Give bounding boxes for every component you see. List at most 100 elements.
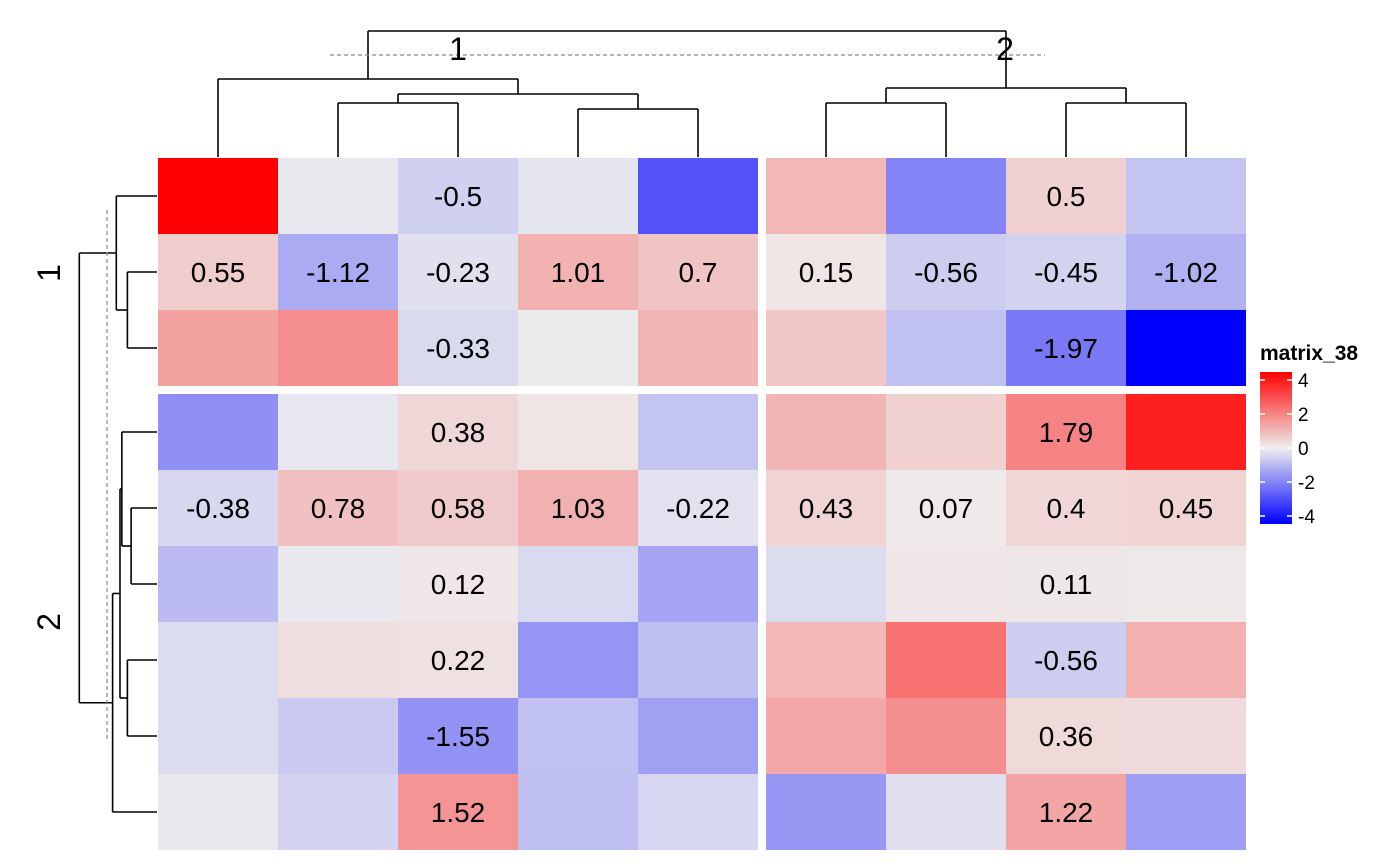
cell-value-label-r2-c4: 1.01: [551, 257, 606, 288]
slice-titles: 1 2 1 2: [31, 31, 1014, 631]
heatmap-cell-r7-c2: [278, 622, 398, 698]
legend-tick-label-1: 4: [1298, 371, 1309, 392]
heatmap-cell-r6-c7: [886, 546, 1006, 622]
heatmap-cell-r4-c1: [158, 394, 278, 470]
heatmap-cell-r7-c8: [1006, 622, 1126, 698]
heatmap-cell-r7-c9: [1126, 622, 1246, 698]
legend-color-bar: [1260, 372, 1292, 524]
heatmap-cell-r8-c9: [1126, 698, 1246, 774]
heatmap-cell-r4-c3: [398, 394, 518, 470]
cell-value-label-r4-c8: 1.79: [1039, 417, 1094, 448]
heatmap-cell-r1-c1: [158, 158, 278, 234]
heatmap-cell-r1-c7: [886, 158, 1006, 234]
heatmap-cell-r4-c5: [638, 394, 758, 470]
heatmap-cell-r7-c3: [398, 622, 518, 698]
heatmap-cell-r6-c9: [1126, 546, 1246, 622]
heatmap-cell-labels: -0.5 0.5 0.55 -1.12 -0.23 1.01 0.7 0.15 -0.56 -0.…: [186, 181, 1218, 828]
heatmap-cell-r8-c3: [398, 698, 518, 774]
heatmap-cell-r1-c3: [398, 158, 518, 234]
row-dendrogram: [78, 195, 157, 813]
legend-tick-label-4: -2: [1298, 473, 1315, 494]
cell-value-label-r7-c3: 0.22: [431, 645, 486, 676]
heatmap-cell-r5-c5: [638, 470, 758, 546]
heatmap-cell-r4-c8: [1006, 394, 1126, 470]
heatmap-cell-r9-c8: [1006, 774, 1126, 850]
heatmap-cell-r7-c1: [158, 622, 278, 698]
heatmap-cell-r7-c5: [638, 622, 758, 698]
heatmap-cell-r6-c4: [518, 546, 638, 622]
heatmap-cell-r6-c2: [278, 546, 398, 622]
cell-value-label-r9-c3: 1.52: [431, 797, 486, 828]
heatmap-cell-r8-c8: [1006, 698, 1126, 774]
heatmap-cell-r2-c2: [278, 234, 398, 310]
row-slice-title-2: 2: [31, 613, 67, 631]
legend-tick-label-2: 2: [1298, 405, 1309, 426]
color-legend: matrix_38 4 2 0 -2 -4: [1260, 342, 1358, 528]
heatmap-cell-r3-c7: [886, 310, 1006, 386]
cell-value-label-r8-c8: 0.36: [1039, 721, 1094, 752]
heatmap-cell-r1-c6: [766, 158, 886, 234]
heatmap-cell-r5-c4: [518, 470, 638, 546]
heatmap-cell-r5-c8: [1006, 470, 1126, 546]
cell-value-label-r5-c4: 1.03: [551, 493, 606, 524]
heatmap-cell-r3-c6: [766, 310, 886, 386]
cell-value-label-r6-c3: 0.12: [431, 569, 486, 600]
heatmap-cell-r4-c4: [518, 394, 638, 470]
cell-value-label-r5-c9: 0.45: [1159, 493, 1214, 524]
heatmap-cell-r2-c7: [886, 234, 1006, 310]
heatmap-cell-r6-c6: [766, 546, 886, 622]
cell-value-label-r1-c8: 0.5: [1047, 181, 1086, 212]
cell-value-label-r3-c3: -0.33: [426, 333, 490, 364]
heatmap-cell-r5-c9: [1126, 470, 1246, 546]
heatmap-cell-r3-c8: [1006, 310, 1126, 386]
heatmap-cell-r4-c7: [886, 394, 1006, 470]
cell-value-label-r2-c1: 0.55: [191, 257, 246, 288]
heatmap-cell-r3-c9: [1126, 310, 1246, 386]
heatmap-cell-r4-c9: [1126, 394, 1246, 470]
heatmap-cell-r3-c5: [638, 310, 758, 386]
heatmap-cell-r8-c4: [518, 698, 638, 774]
heatmap-cell-r6-c3: [398, 546, 518, 622]
cell-value-label-r5-c8: 0.4: [1047, 493, 1086, 524]
heatmap-cell-r2-c3: [398, 234, 518, 310]
cell-value-label-r1-c3: -0.5: [434, 181, 482, 212]
cell-value-label-r5-c3: 0.58: [431, 493, 486, 524]
cell-value-label-r5-c2: 0.78: [311, 493, 366, 524]
heatmap-cell-r8-c1: [158, 698, 278, 774]
heatmap-cell-r2-c9: [1126, 234, 1246, 310]
heatmap-cell-r5-c6: [766, 470, 886, 546]
heatmap-cell-r5-c7: [886, 470, 1006, 546]
cell-value-label-r5-c7: 0.07: [919, 493, 974, 524]
cell-value-label-r3-c8: -1.97: [1034, 333, 1098, 364]
heatmap-cell-r3-c1: [158, 310, 278, 386]
heatmap-cell-r8-c6: [766, 698, 886, 774]
heatmap-cell-r7-c6: [766, 622, 886, 698]
legend-title: matrix_38: [1260, 342, 1358, 365]
heatmap-cell-r6-c5: [638, 546, 758, 622]
heatmap-cell-r6-c1: [158, 546, 278, 622]
heatmap-cell-r9-c3: [398, 774, 518, 850]
heatmap-cell-r1-c8: [1006, 158, 1126, 234]
heatmap-cell-r1-c4: [518, 158, 638, 234]
heatmap-cell-r3-c2: [278, 310, 398, 386]
cell-value-label-r5-c6: 0.43: [799, 493, 854, 524]
cell-value-label-r2-c3: -0.23: [426, 257, 490, 288]
cell-value-label-r2-c9: -1.02: [1154, 257, 1218, 288]
cell-value-label-r8-c3: -1.55: [426, 721, 490, 752]
heatmap-cell-r7-c4: [518, 622, 638, 698]
heatmap-cell-r9-c9: [1126, 774, 1246, 850]
heatmap-cell-r9-c6: [766, 774, 886, 850]
heatmap-cell-r2-c4: [518, 234, 638, 310]
heatmap-cell-r3-c4: [518, 310, 638, 386]
cell-value-label-r2-c5: 0.7: [679, 257, 718, 288]
column-dendrogram: [217, 30, 1187, 157]
heatmap-cell-r5-c3: [398, 470, 518, 546]
heatmap-cell-r2-c5: [638, 234, 758, 310]
column-slice-title-1: 1: [449, 31, 467, 67]
legend-tick-label-3: 0: [1298, 439, 1309, 460]
legend-ticks: 4 2 0 -2 -4: [1260, 371, 1315, 528]
heatmap-cell-r8-c5: [638, 698, 758, 774]
cell-value-label-r9-c8: 1.22: [1039, 797, 1094, 828]
